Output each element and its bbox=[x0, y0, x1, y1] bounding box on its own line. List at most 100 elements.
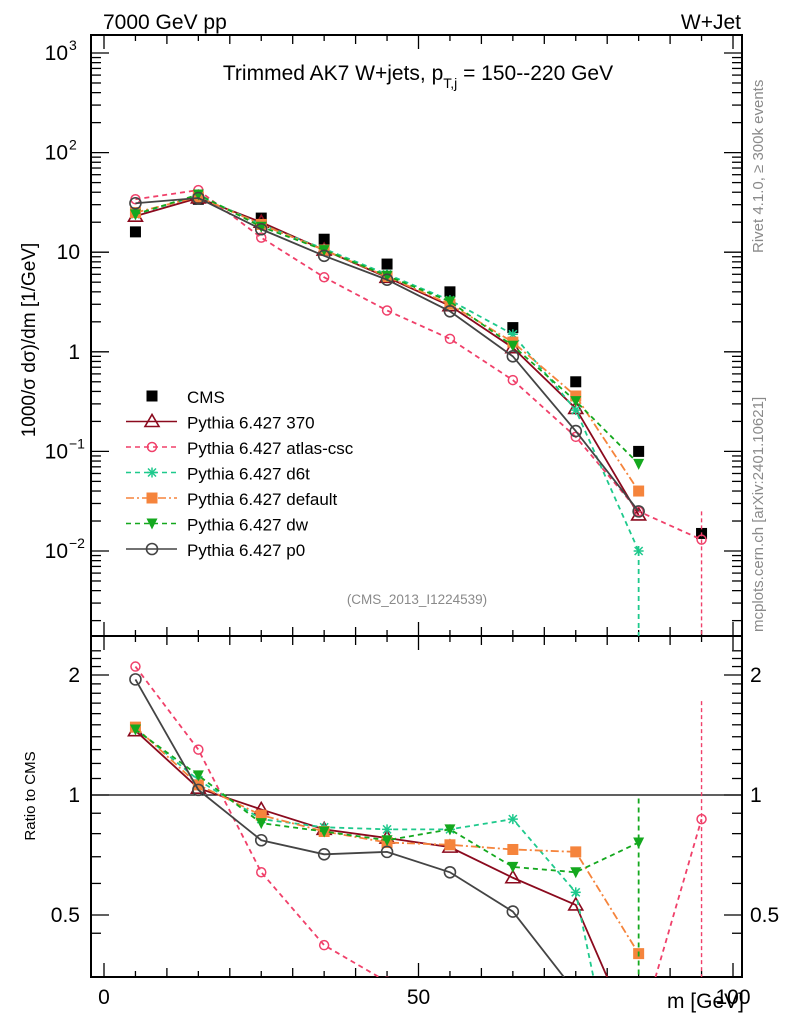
ratio-point bbox=[570, 987, 581, 998]
series-line bbox=[135, 195, 640, 492]
data-point bbox=[444, 333, 456, 345]
main-series-layer bbox=[127, 184, 708, 636]
ratio-point bbox=[254, 833, 268, 847]
y-tick-label: 10 bbox=[57, 241, 80, 264]
x-tick-label: 0 bbox=[98, 986, 110, 1009]
star-stroke bbox=[147, 467, 157, 478]
data-point bbox=[318, 233, 330, 245]
ratio-point bbox=[384, 976, 390, 977]
ratio-point bbox=[507, 861, 519, 873]
ratio-point bbox=[380, 845, 394, 859]
legend-marker bbox=[146, 441, 158, 453]
data-point bbox=[507, 340, 519, 352]
ratio-point bbox=[570, 846, 582, 858]
legend-item: CMS bbox=[146, 388, 225, 407]
ratio-point bbox=[381, 835, 393, 847]
y-tick-label: 10 bbox=[45, 440, 68, 463]
ratio-series-pythia-6-427-p0 bbox=[129, 673, 581, 998]
x-tick-label: 50 bbox=[407, 986, 430, 1009]
ratio-point bbox=[256, 867, 267, 878]
ratio-line bbox=[134, 678, 565, 977]
legend: CMS Pythia 6.427 370 Pythia 6.427 atlas-cs… bbox=[126, 388, 354, 560]
y-tick-exponent: 3 bbox=[69, 37, 77, 53]
ratio-y-axis-label: Ratio to CMS bbox=[22, 751, 39, 840]
ratio-point bbox=[129, 724, 141, 736]
legend-label: Pythia 6.427 atlas-csc bbox=[187, 439, 354, 458]
legend-marker bbox=[146, 492, 158, 504]
legend-item: Pythia 6.427 dw bbox=[126, 516, 309, 535]
y-tick-exponent: −1 bbox=[69, 435, 85, 451]
legend-item: Pythia 6.427 default bbox=[126, 490, 338, 509]
legend-label: Pythia 6.427 370 bbox=[187, 414, 315, 433]
legend-label: Pythia 6.427 default bbox=[187, 490, 338, 509]
series-pythia-6-427-p0 bbox=[129, 191, 645, 518]
ratio-point bbox=[318, 826, 330, 838]
ratio-point bbox=[507, 814, 518, 825]
plot-title: Trimmed AK7 W+jets, pT,j = 150--220 GeV bbox=[223, 62, 613, 91]
data-point bbox=[633, 458, 645, 470]
legend-marker bbox=[146, 518, 158, 530]
data-point bbox=[318, 272, 330, 283]
data-point bbox=[444, 286, 456, 298]
data-point bbox=[633, 445, 645, 457]
plot-title-prefix: Trimmed AK7 W+jets, p bbox=[223, 62, 443, 85]
star-stroke bbox=[571, 887, 581, 897]
data-point bbox=[381, 270, 393, 282]
ratio-point bbox=[570, 887, 581, 898]
ratio-line bbox=[134, 730, 609, 977]
ratio-point bbox=[317, 847, 331, 861]
ratio-point bbox=[444, 839, 456, 851]
data-point bbox=[380, 273, 394, 286]
star-stroke bbox=[508, 814, 518, 824]
legend-marker bbox=[146, 390, 158, 402]
ratio-point bbox=[507, 843, 519, 855]
y-tick-exponent: −2 bbox=[69, 535, 85, 551]
star-stroke bbox=[571, 405, 581, 415]
ratio-y-tick-label: 2 bbox=[68, 664, 80, 687]
legend-label: Pythia 6.427 d6t bbox=[187, 465, 310, 484]
data-point bbox=[129, 209, 141, 221]
data-point bbox=[381, 305, 393, 316]
data-point bbox=[255, 212, 267, 224]
ratio-axes: 0 50 100 0.5 0.5 1 1 2 2 bbox=[51, 635, 779, 1009]
header-right-label: W+Jet bbox=[681, 11, 741, 34]
ratio-point bbox=[255, 818, 267, 830]
ratio-point bbox=[318, 939, 330, 951]
y-tick-label: 10 bbox=[45, 540, 68, 563]
ratio-point bbox=[443, 865, 457, 879]
ratio-y-tick-label-right: 0.5 bbox=[750, 904, 779, 927]
ratio-series-pythia-6-427-d6t bbox=[130, 723, 595, 977]
legend-item: Pythia 6.427 d6t bbox=[126, 465, 310, 484]
series-pythia-6-427-dw bbox=[129, 189, 645, 470]
ratio-point bbox=[506, 905, 520, 918]
y-tick-exponent: 2 bbox=[69, 137, 77, 153]
ratio-series-pythia-6-427-dw bbox=[129, 724, 645, 879]
data-point bbox=[192, 189, 204, 201]
data-point bbox=[129, 226, 141, 238]
legend-item: Pythia 6.427 370 bbox=[126, 412, 315, 433]
series-line bbox=[135, 189, 702, 541]
data-point bbox=[569, 424, 583, 438]
ratio-series-pythia-6-427-370 bbox=[127, 722, 609, 977]
ratio-point bbox=[193, 744, 204, 755]
ratio-y-tick-label-right: 2 bbox=[750, 664, 762, 687]
data-point bbox=[570, 396, 582, 408]
data-point bbox=[254, 222, 268, 236]
ratio-point bbox=[444, 824, 456, 836]
data-point bbox=[192, 191, 205, 205]
data-point bbox=[570, 376, 582, 388]
series-line bbox=[135, 197, 640, 512]
plot-title-subscript: T,j bbox=[443, 75, 457, 91]
ratio-point bbox=[129, 673, 142, 686]
ratio-point bbox=[255, 809, 267, 821]
ratio-point bbox=[504, 869, 522, 884]
ratio-plot-frame bbox=[90, 635, 743, 978]
y-tick-label: 1 bbox=[68, 341, 80, 364]
x-tick-label: 100 bbox=[715, 986, 750, 1009]
ratio-point bbox=[445, 982, 454, 991]
header-left-label: 7000 GeV pp bbox=[103, 11, 227, 34]
data-point bbox=[506, 350, 520, 363]
rivet-version-label: Rivet 4.1.0, ≥ 300k events bbox=[750, 80, 767, 253]
